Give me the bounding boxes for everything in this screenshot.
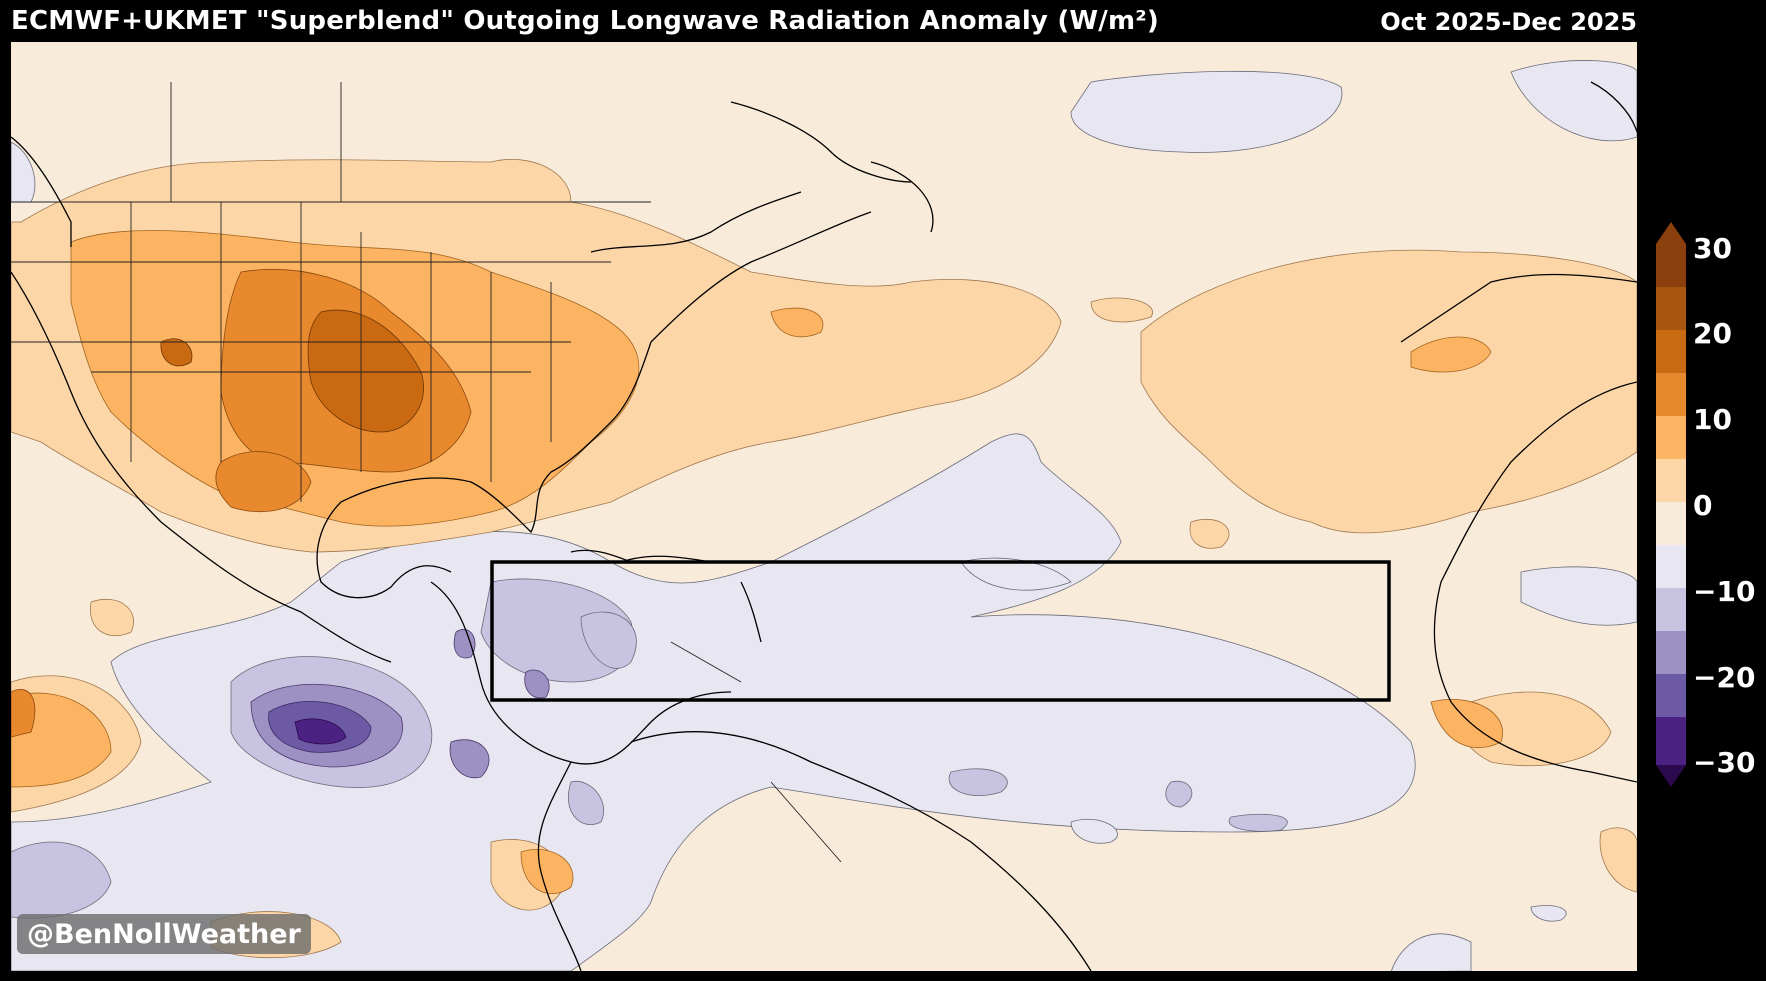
colorbar-label-30: 30 [1693, 232, 1732, 265]
region-atlantic-positive-c [770, 307, 824, 338]
region-small-negative-a [1070, 818, 1118, 844]
analysis-box [490, 560, 1391, 702]
region-northeast-negative [1510, 60, 1637, 142]
coast-cuba [570, 549, 632, 563]
region-far-east-pacific-positive-mid [11, 692, 112, 788]
coast-labrador [730, 101, 912, 183]
region-south-atlantic-negative [1390, 933, 1472, 971]
state-borders [11, 82, 842, 863]
region-morocco-positive [1410, 336, 1492, 373]
coast-pacific-northwest [11, 136, 72, 247]
colorbar-graphic [1656, 222, 1686, 787]
negative-anomaly-peak [294, 718, 347, 745]
colorbar-extend-bottom [1656, 765, 1686, 787]
coast-south-america-west [537, 761, 582, 971]
coast-us-east [340, 211, 872, 534]
colorbar-label-0: 0 [1693, 489, 1713, 522]
map-title: ECMWF+UKMET "Superblend" Outgoing Longwa… [11, 6, 1159, 36]
region-caribbean-negative-b [580, 611, 637, 669]
positive-anomaly-stronger [160, 309, 424, 433]
coast-new-england [590, 191, 802, 253]
region-mid-atlantic-positive [1090, 297, 1153, 323]
region-panama-negative [567, 780, 604, 825]
coast-west-mexico [11, 271, 392, 663]
anomaly-map [11, 42, 1637, 971]
region-atlantic-negative-e [1165, 780, 1193, 808]
colorbar-extend-top [1656, 222, 1686, 244]
colorbar-label-m10: −10 [1693, 575, 1756, 608]
negative-anomaly-light [11, 60, 1637, 971]
colorbar [1656, 222, 1686, 787]
coast-south-america-north [630, 730, 1092, 971]
region-east-atlantic-africa-positive [1140, 249, 1637, 534]
colorbar-band-0 [1656, 502, 1686, 545]
coastlines [11, 81, 1637, 971]
region-caribbean-negative-c [524, 669, 550, 699]
colorbar-band-20-25 [1656, 287, 1686, 330]
coast-newfoundland [870, 161, 934, 233]
coast-lesser-antilles [740, 581, 762, 643]
watermark-credit: @BenNollWeather [17, 914, 311, 954]
region-atlantic-negative-b [960, 557, 1072, 591]
region-west-africa-negative [1520, 566, 1637, 626]
region-central-america-negative [453, 629, 476, 659]
coast-gulf-mexico-west [316, 501, 452, 599]
colorbar-band-m15-m10 [1656, 631, 1686, 674]
region-atlantic-positive-b [1189, 518, 1230, 549]
region-central-america-negative-b [449, 739, 490, 779]
region-ecuador-positive [520, 849, 574, 895]
map-panel: @BenNollWeather [11, 42, 1637, 971]
colorbar-band-m25-m20 [1656, 717, 1686, 765]
region-atlantic-negative-c [948, 768, 1008, 796]
colorbar-label-10: 10 [1693, 403, 1732, 436]
colorbar-label-m20: −20 [1693, 661, 1756, 694]
region-east-positive [1599, 827, 1637, 893]
date-range: Oct 2025-Dec 2025 [1380, 8, 1637, 36]
region-atlantic-negative-d [1228, 813, 1288, 832]
border-brazil [770, 781, 842, 863]
colorbar-label-m30: −30 [1693, 746, 1756, 779]
colorbar-band-m10-m5 [1656, 588, 1686, 631]
region-mexico-positive [89, 598, 134, 637]
colorbar-band-15-20 [1656, 330, 1686, 373]
colorbar-band-0-5 [1656, 459, 1686, 502]
coast-west-africa [1433, 381, 1637, 783]
region-caribbean-eastern-pacific-negative [11, 433, 1416, 971]
region-colorado-positive [160, 338, 193, 367]
region-texas-positive [215, 451, 312, 513]
region-north-atlantic-negative [1070, 70, 1343, 153]
colorbar-band-25-30 [1656, 244, 1686, 287]
colorbar-band-5-10 [1656, 416, 1686, 459]
region-guinea-positive [1430, 699, 1503, 749]
colorbar-band-m5-0 [1656, 545, 1686, 588]
region-edge-positive [11, 689, 36, 738]
border-venezuela [670, 641, 742, 683]
coast-british-isles [1590, 81, 1637, 133]
colorbar-band-m20-m15 [1656, 674, 1686, 717]
coast-iberia [1400, 273, 1637, 343]
region-central-us-positive-core [307, 309, 424, 433]
colorbar-band-10-15 [1656, 373, 1686, 416]
region-pacific-negative-peak [294, 718, 347, 745]
colorbar-label-20: 20 [1693, 317, 1732, 350]
region-small-negative-b [1530, 905, 1567, 922]
